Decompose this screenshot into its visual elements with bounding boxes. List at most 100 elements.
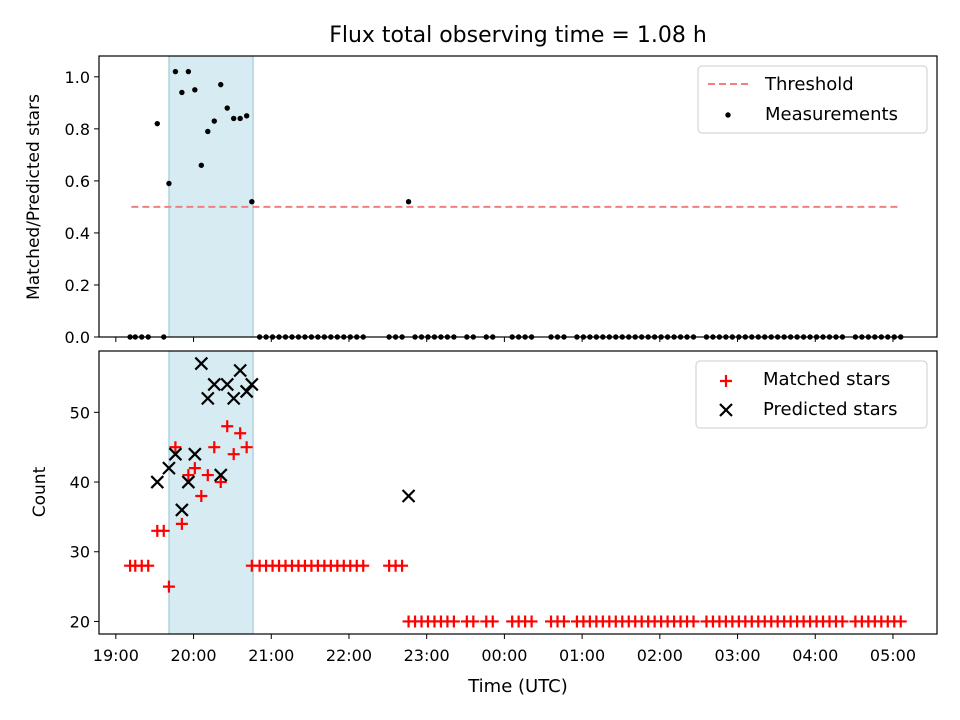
bottom-y-tick-label: 40: [70, 473, 90, 492]
predicted-star-point: [162, 461, 176, 475]
predicted-star-point: [233, 363, 247, 378]
top-legend-box: [697, 65, 928, 134]
top-y-tick-label: 1.0: [65, 68, 90, 87]
bottom-y-tick-label: 20: [70, 612, 90, 631]
x-tick-label: 04:00: [792, 646, 838, 665]
x-tick-label: 21:00: [248, 646, 294, 665]
matched-star-point: [175, 517, 188, 530]
x-tick-label: 02:00: [637, 646, 683, 665]
matched-star-point: [557, 615, 570, 628]
predicted-star-point: [194, 356, 209, 371]
matched-star-point: [142, 559, 155, 572]
matched-star-point: [214, 476, 227, 489]
measurement-point: [249, 199, 255, 205]
measurement-point: [198, 162, 205, 168]
top-panel: 0.0 0.2 0.4 0.6 0.8 1.0 Matched/Predicted sta…: [24, 55, 938, 347]
matched-star-point: [467, 615, 480, 628]
matched-star-point: [687, 615, 700, 628]
bottom-y-axis-label: Count: [30, 466, 50, 517]
measurement-point: [237, 115, 243, 122]
x-tick-label: 19:00: [93, 646, 139, 665]
predicted-star-point: [245, 377, 259, 392]
measurement-point: [166, 180, 172, 187]
matched-star-point: [188, 462, 201, 475]
measurement-point: [218, 81, 224, 88]
measurement-point: [231, 115, 237, 122]
measurement-point: [205, 128, 211, 135]
matched-star-point: [169, 441, 182, 454]
predicted-star-point: [226, 391, 241, 406]
x-axis-label: Time (UTC): [467, 676, 568, 697]
predicted-star-points: [150, 356, 416, 517]
predicted-star-point: [239, 384, 254, 399]
top-y-axis-label: Matched/Predicted stars: [24, 94, 44, 300]
top-legend: Threshold Measurements: [697, 65, 928, 134]
predicted-star-point: [168, 447, 183, 461]
predicted-star-point: [201, 391, 215, 406]
top-panel-ticks: 0.0 0.2 0.4 0.6 0.8 1.0: [65, 68, 894, 347]
predicted-star-point: [188, 447, 202, 461]
matched-star-point: [227, 448, 240, 461]
bottom-y-tick-label: 30: [70, 543, 90, 562]
matched-star-points: [124, 420, 907, 628]
matched-star-point: [195, 489, 208, 502]
measurement-point: [243, 113, 250, 119]
chart-title: Flux total observing time = 1.08 h: [329, 23, 707, 48]
matched-star-point: [894, 615, 907, 628]
observing-interval-band: [168, 350, 254, 635]
top-y-tick-label: 0.4: [65, 224, 90, 243]
matched-star-point: [357, 559, 370, 572]
matched-star-point: [157, 524, 170, 537]
measurement-point: [179, 89, 185, 96]
predicted-star-point: [220, 377, 235, 392]
matched-star-point: [447, 615, 460, 628]
x-tick-label: 23:00: [404, 646, 450, 665]
x-tick-label: 03:00: [714, 646, 760, 665]
predicted-star-point: [213, 468, 228, 482]
measurement-point: [211, 118, 217, 124]
predicted-star-point: [175, 503, 189, 517]
top-y-tick-label: 0.6: [65, 172, 90, 191]
matched-star-point: [240, 441, 253, 454]
matched-star-point: [836, 615, 849, 628]
matched-stars-legend-marker: [720, 375, 732, 387]
matched-stars-legend-label: Matched stars: [763, 369, 890, 390]
top-plot-frame: [98, 55, 938, 338]
matched-star-point: [162, 580, 175, 593]
bottom-legend-box: [695, 360, 928, 429]
measurement-point: [172, 68, 179, 75]
x-tick-label: 01:00: [559, 646, 605, 665]
x-tick-label: 05:00: [870, 646, 916, 665]
predicted-star-point: [207, 377, 222, 392]
matched-star-point: [208, 441, 221, 454]
top-observing-interval-shade: [168, 55, 254, 338]
measurement-point: [192, 87, 198, 93]
top-y-tick-label: 0.0: [65, 328, 90, 347]
bottom-panel-ticks: 19:00 20:00 21:00 22:00 23:00 00:00 01:00 02:00…: [70, 403, 916, 665]
measurements-legend-marker: [725, 112, 731, 118]
bottom-panel: 19:00 20:00 21:00 22:00 23:00 00:00 01:00 02:00…: [30, 350, 938, 697]
matched-star-point: [201, 469, 214, 482]
x-tick-label: 00:00: [481, 646, 527, 665]
predicted-stars-legend-marker: [719, 403, 733, 417]
threshold-legend-label: Threshold: [764, 74, 854, 95]
matched-star-point: [221, 420, 234, 433]
predicted-stars-legend-label: Predicted stars: [763, 399, 897, 420]
bottom-y-tick-label: 50: [70, 403, 90, 422]
observing-interval-band: [168, 55, 254, 338]
x-tick-label: 22:00: [326, 646, 372, 665]
matched-star-point: [234, 427, 247, 440]
x-tick-label: 20:00: [170, 646, 216, 665]
measurement-point: [154, 120, 160, 127]
measurement-point: [224, 105, 230, 111]
bottom-observing-interval-shade: [168, 350, 254, 635]
predicted-star-point: [150, 475, 165, 489]
predicted-star-point: [401, 489, 416, 503]
bottom-plot-frame: [98, 350, 938, 635]
measurements-legend-label: Measurements: [765, 104, 898, 125]
matched-star-point: [525, 615, 538, 628]
matched-star-point: [182, 469, 195, 482]
matched-star-point: [396, 559, 409, 572]
top-y-tick-label: 0.8: [65, 120, 90, 139]
